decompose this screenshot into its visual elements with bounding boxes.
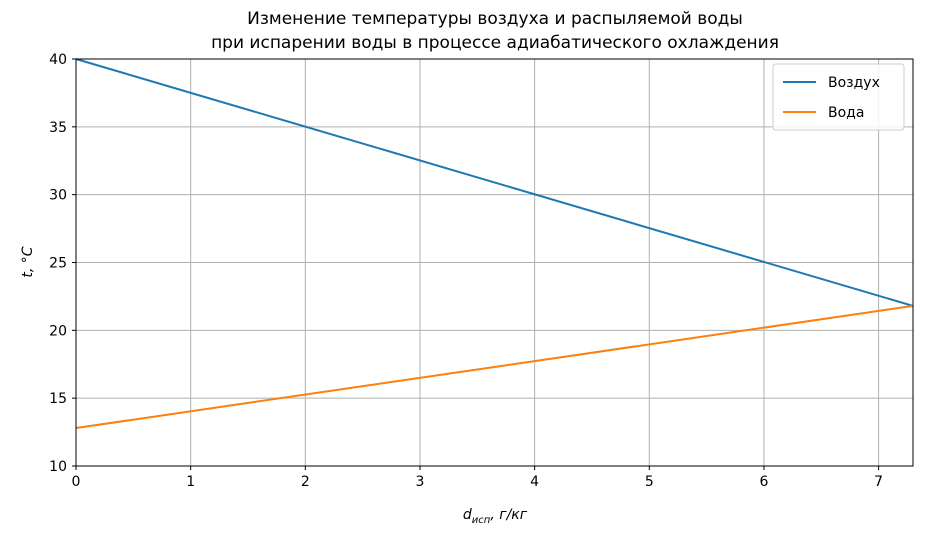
y-axis-label: t, °C (20, 246, 36, 277)
y-axis-label-units: , °C (20, 246, 36, 272)
y-tick-label: 15 (49, 391, 67, 407)
y-tick-label: 40 (49, 52, 67, 68)
legend-box (772, 63, 905, 131)
x-tick-label: 3 (416, 474, 425, 490)
x-axis-label-sub: исп (472, 515, 491, 526)
ticks: 0 1 2 3 4 5 6 7 10 15 20 25 30 35 40 (49, 52, 883, 490)
y-tick-label: 25 (49, 256, 67, 272)
legend-label-air: Воздух (828, 75, 880, 91)
series-line-0 (75, 58, 914, 307)
x-tick-label: 2 (301, 474, 310, 490)
x-tick-label: 5 (645, 474, 654, 490)
legend-label-water: Вода (828, 105, 864, 121)
legend: Воздух Вода (772, 63, 905, 131)
x-tick-label: 1 (186, 474, 195, 490)
x-axis-label: dисп, г/кг (463, 507, 528, 526)
x-tick-label: 0 (72, 474, 81, 490)
x-tick-label: 4 (530, 474, 539, 490)
x-axis-label-var: d (463, 507, 472, 523)
x-tick-label: 7 (874, 474, 883, 490)
chart-title-line-2: при испарении воды в процессе адиабатиче… (211, 33, 779, 53)
y-axis-label-var: t (20, 272, 36, 278)
y-tick-label: 10 (49, 459, 67, 475)
x-tick-label: 6 (759, 474, 768, 490)
series-line-1 (75, 304, 914, 430)
chart-title-line-1: Изменение температуры воздуха и распыляе… (247, 9, 743, 29)
x-axis-label-units: , г/кг (490, 507, 527, 523)
series-group (75, 58, 914, 430)
y-tick-label: 35 (49, 120, 67, 136)
y-tick-label: 20 (49, 323, 67, 339)
y-tick-label: 30 (49, 188, 67, 204)
